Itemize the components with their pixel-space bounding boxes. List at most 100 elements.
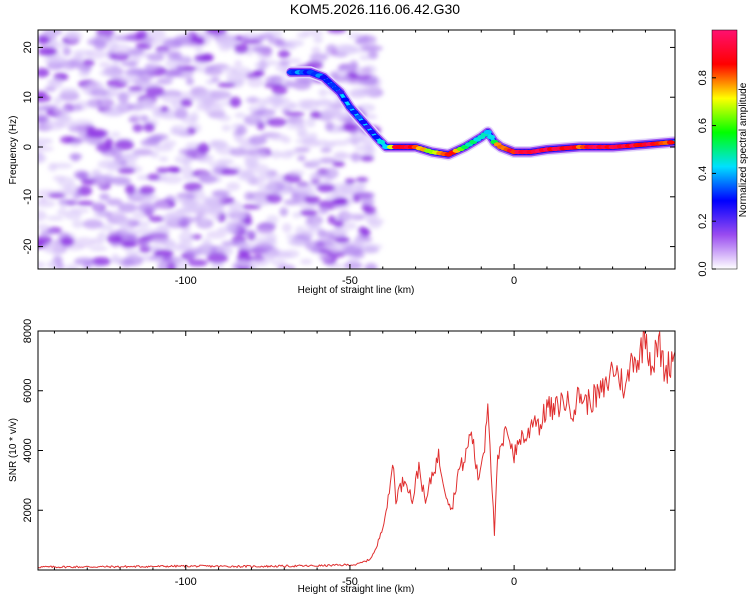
spectrogram-noise-blob [248, 114, 260, 120]
spectrogram-noise-blob [324, 48, 343, 57]
spectrogram-noise-blob [220, 168, 240, 175]
spectrogram-noise-blob [202, 238, 212, 250]
spectrogram-noise-blob [324, 231, 334, 239]
spectrogram-noise-blob [355, 184, 366, 194]
y-tick-label: 10 [22, 91, 34, 103]
spectrogram-noise-blob [178, 231, 194, 243]
spectrogram-y-axis-title: Frequency (Hz) [8, 116, 19, 185]
spectrogram-ridge-cell [336, 90, 345, 95]
spectrogram-noise-blob [316, 183, 335, 193]
x-tick-label: 0 [511, 275, 517, 287]
spectrogram-noise-blob [313, 35, 324, 44]
spectrogram-ridge-cell [377, 139, 386, 145]
colorbar-ticks: 0.0 0.2 0.4 0.6 0.8 [697, 70, 716, 277]
spectrogram-noise-blob [125, 249, 140, 257]
y-tick-label: -10 [22, 189, 34, 205]
spectrogram-noise-blob [263, 82, 283, 89]
spectrogram-noise-blob [226, 72, 248, 83]
spectrogram-noise-blob [302, 229, 315, 238]
spectrogram-noise-blob [189, 36, 205, 43]
spectrogram-noise-blob [143, 122, 155, 133]
spectrogram-noise-blob [47, 192, 66, 199]
spectrogram-noise-blob [302, 140, 321, 148]
spectrogram-noise-blob [146, 53, 165, 62]
spectrogram-noise-blob [57, 114, 73, 122]
snr-y-axis-title: SNR (10 * v/v) [8, 418, 19, 482]
spectrogram-noise-blob [132, 123, 143, 133]
spectrogram-noise-blob [180, 42, 199, 48]
y-tick-label: 6000 [22, 379, 34, 403]
spectrogram-noise-blob [115, 103, 128, 110]
spectrogram-noise-blob [38, 35, 50, 45]
spectrogram-noise-blob [360, 155, 374, 162]
spectrogram-noise-blob [195, 103, 212, 112]
spectrogram-noise-blob [129, 113, 143, 123]
spectrogram-noise-blob [205, 30, 227, 35]
snr-panel: -100 -50 0 2000 4000 6000 8000 Height of strai… [8, 319, 676, 595]
spectrogram-noise-blob [218, 34, 237, 45]
spectrogram-noise-blob [49, 55, 67, 65]
spectrogram-noise-blob [196, 151, 209, 162]
spectrogram-noise-blob [162, 140, 177, 147]
spectrogram-noise-blob [286, 123, 306, 130]
spectrogram-noise-blob [254, 151, 269, 160]
spectrogram-noise-blob [279, 103, 299, 109]
spectrogram-noise-blob [325, 121, 335, 131]
spectrogram-noise-blob [305, 117, 316, 128]
spectrogram-noise-blob [81, 84, 93, 94]
spectrogram-noise-blob [71, 153, 80, 162]
spectrogram-noise-blob [244, 157, 260, 167]
spectrogram-noise-blob [149, 233, 170, 244]
spectrogram-noise-blob [95, 142, 113, 153]
spectrogram-noise-blob [244, 96, 261, 104]
spectrogram-noise-blob [300, 258, 313, 265]
spectrogram-noise-blob [357, 226, 368, 234]
spectrogram-noise-blob [158, 156, 169, 162]
spectrogram-noise-blob [299, 209, 318, 217]
spectrogram-noise-blob [72, 49, 94, 56]
spectrogram-noise-blob [258, 183, 278, 193]
spectrogram-noise-blob [208, 161, 229, 168]
spectrogram-noise-blob [161, 93, 180, 104]
spectrogram-noise-blob [38, 94, 52, 103]
spectrogram-noise-blob [354, 66, 370, 77]
spectrogram-noise-blob [327, 112, 347, 121]
spectrogram-noise-blob [114, 34, 136, 42]
colorbar-tick-label: 0.2 [697, 214, 709, 229]
spectrogram-noise-blob [309, 172, 322, 182]
spectrogram-ridge-cell [483, 129, 492, 135]
spectrogram-noise-blob [278, 50, 291, 59]
colorbar-tick-label: 0.8 [697, 70, 709, 85]
spectrogram-noise-blob [198, 174, 218, 184]
spectrogram-noise-blob [53, 96, 63, 106]
spectrogram-noise-blob [47, 260, 58, 269]
spectrogram-noise-blob [119, 75, 141, 84]
spectrogram-noise-blob [292, 211, 302, 219]
spectrogram-noise-blob [318, 207, 329, 215]
spectrogram-noise-blob [318, 88, 328, 97]
spectrogram-noise-blob [332, 228, 346, 238]
spectrogram-noise-blob [135, 30, 149, 40]
spectrogram-noise-blob [347, 256, 359, 264]
spectrogram-noise-blob [95, 30, 115, 37]
spectrogram-noise-blob [236, 254, 253, 263]
spectrogram-noise-blob [174, 108, 188, 119]
spectrogram-noise-blob [147, 135, 164, 142]
spectrogram-noise-blob [100, 97, 113, 109]
spectrogram-noise-blob [145, 85, 165, 96]
spectrogram-noise-blob [353, 250, 365, 259]
spectrogram-noise-blob [360, 243, 378, 254]
spectrogram-noise-blob [53, 106, 70, 116]
spectrogram-noise-blob [106, 234, 123, 244]
spectrogram-noise-blob [174, 154, 195, 165]
spectrogram-noise-blob [297, 155, 306, 162]
spectrogram-noise-blob [93, 211, 106, 218]
spectrogram-noise-blob [185, 77, 194, 86]
spectrogram-noise-blob [193, 189, 206, 201]
spectrogram-noise-blob [334, 236, 351, 244]
spectrogram-x-axis-title: Height of straight line (km) [298, 285, 415, 296]
spectrogram-noise-blob [38, 235, 53, 246]
spectrogram-noise-blob [99, 223, 114, 231]
spectrogram-noise-blob [202, 196, 216, 204]
